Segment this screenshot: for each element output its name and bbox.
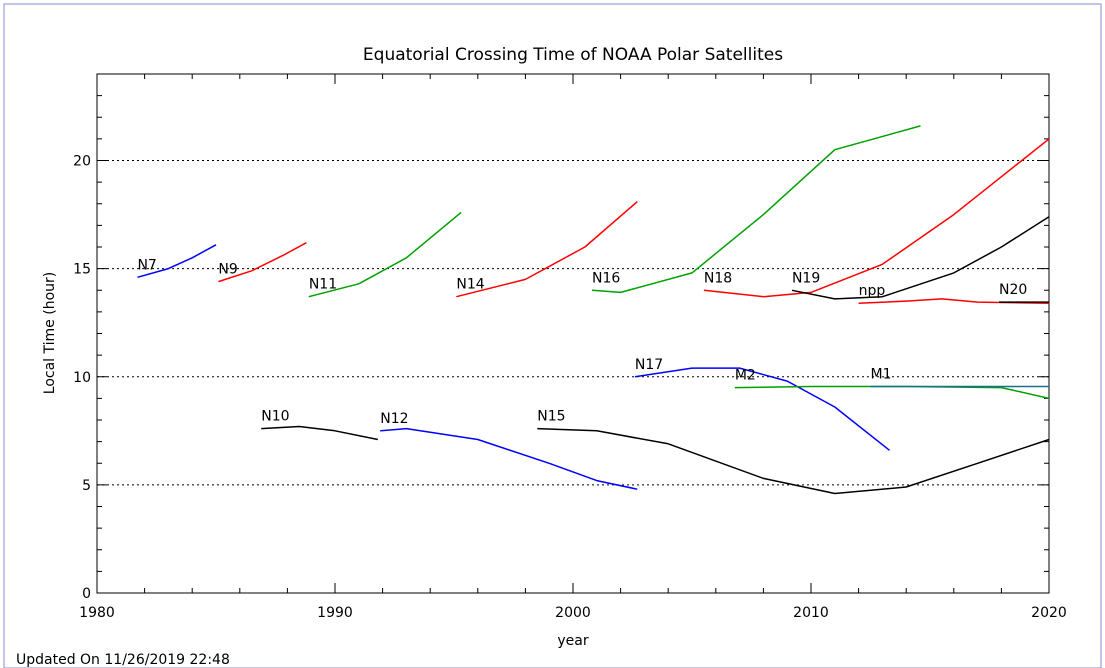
series-label: N16 xyxy=(592,270,620,286)
x-tick-label: 2000 xyxy=(555,605,591,621)
x-axis-label: year xyxy=(557,633,588,649)
series-label: N15 xyxy=(537,409,565,425)
y-axis-label: Local Time (hour) xyxy=(42,272,58,394)
chart-title: Equatorial Crossing Time of NOAA Polar S… xyxy=(363,45,783,65)
series-label: N11 xyxy=(309,277,337,293)
series-label: N17 xyxy=(635,357,663,373)
y-tick-label: 10 xyxy=(73,370,91,386)
series-line xyxy=(137,244,217,279)
series-label: M1 xyxy=(871,366,892,382)
series-label: N7 xyxy=(137,257,156,273)
y-tick-label: 5 xyxy=(82,478,91,494)
series-line xyxy=(456,201,638,298)
series-line xyxy=(591,125,921,294)
series-line xyxy=(703,138,1050,298)
series-line xyxy=(380,427,638,490)
frame xyxy=(3,3,1102,668)
x-tick-label: 1980 xyxy=(79,605,115,621)
series-label: N18 xyxy=(704,270,732,286)
series-label: N20 xyxy=(999,282,1027,298)
series-label: N10 xyxy=(261,409,289,425)
y-tick-label: 20 xyxy=(73,154,91,170)
series-label: N12 xyxy=(380,411,408,427)
series-label: M2 xyxy=(735,368,756,384)
series-line xyxy=(791,216,1050,300)
y-tick-label: 0 xyxy=(82,586,91,602)
series-line xyxy=(261,425,378,441)
series-line xyxy=(308,211,462,298)
series-label: N19 xyxy=(792,270,820,286)
footer: Updated On 11/26/2019 22:48 xyxy=(16,652,230,668)
series-line xyxy=(634,367,890,451)
series-line xyxy=(734,385,1050,400)
x-tick-label: 2010 xyxy=(793,605,829,621)
x-tick-label: 1990 xyxy=(317,605,353,621)
plot-border xyxy=(96,73,1050,594)
y-tick-label: 15 xyxy=(73,262,91,278)
series-line xyxy=(218,242,307,283)
series-line xyxy=(537,427,1050,495)
x-tick-label: 2020 xyxy=(1031,605,1067,621)
series-label: npp xyxy=(859,283,886,299)
series-label: N9 xyxy=(218,262,237,278)
series-label: N14 xyxy=(456,277,484,293)
